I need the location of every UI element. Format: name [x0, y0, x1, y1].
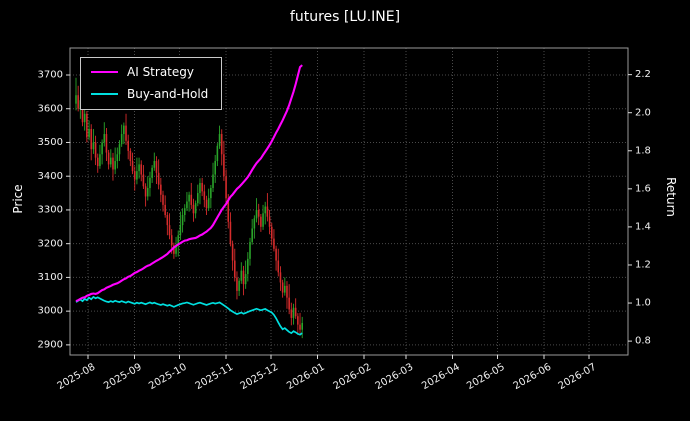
legend: AI Strategy Buy-and-Hold: [80, 57, 223, 110]
buy-and-hold-line-swatch-icon: [91, 93, 118, 95]
ai-strategy-line-swatch-icon: [91, 71, 118, 73]
chart-title: futures [LU.INE]: [289, 9, 401, 25]
right-axis-label: Return: [664, 177, 678, 217]
legend-label-ai-strategy: AI Strategy: [127, 65, 194, 79]
left-axis-label: Price: [11, 184, 25, 214]
legend-item-ai-strategy: AI Strategy: [91, 66, 208, 78]
legend-item-buy-and-hold: Buy-and-Hold: [91, 88, 208, 100]
legend-label-buy-and-hold: Buy-and-Hold: [127, 87, 209, 101]
